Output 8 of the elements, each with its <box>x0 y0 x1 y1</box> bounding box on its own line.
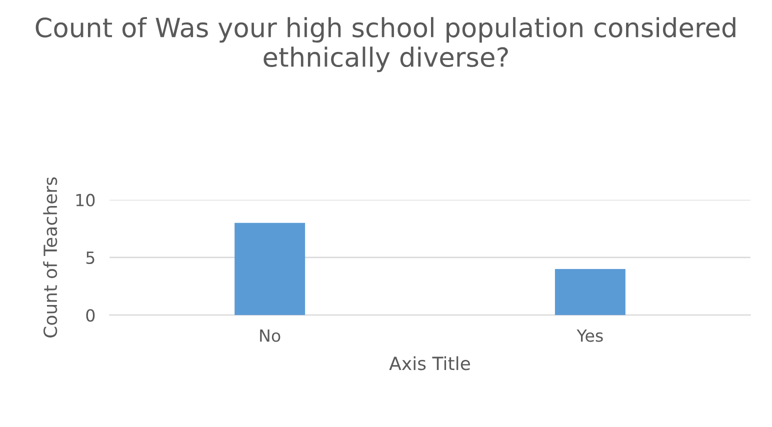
x-tick-label: Yes <box>576 330 603 342</box>
y-tick-label: 0 <box>86 309 95 322</box>
y-axis-title: Count of Teachers <box>43 177 58 338</box>
y-tick-label: 5 <box>86 252 94 264</box>
y-tick-label: 10 <box>76 194 95 206</box>
x-axis-title: Axis Title <box>389 356 470 370</box>
chart-title: Count of Was your high school population considered ethnically diverse? <box>36 17 736 72</box>
x-tick-label: No <box>260 330 280 342</box>
